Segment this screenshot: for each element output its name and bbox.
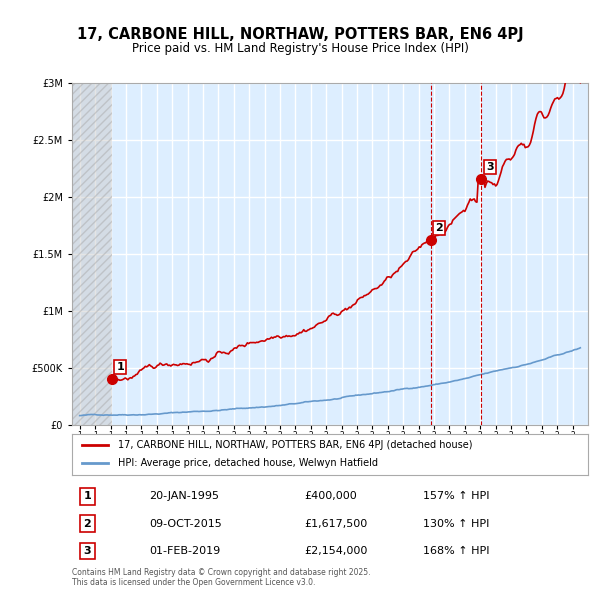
Text: 1
9
9
5: 1 9 9 5 [108, 431, 113, 471]
Text: 2
0
1
7: 2 0 1 7 [447, 431, 452, 471]
Text: 2
0
1
0: 2 0 1 0 [339, 431, 344, 471]
Text: Price paid vs. HM Land Registry's House Price Index (HPI): Price paid vs. HM Land Registry's House … [131, 42, 469, 55]
Text: 2
0
1
8: 2 0 1 8 [463, 431, 467, 471]
Text: 2: 2 [435, 223, 443, 233]
Text: 17, CARBONE HILL, NORTHAW, POTTERS BAR, EN6 4PJ: 17, CARBONE HILL, NORTHAW, POTTERS BAR, … [77, 27, 523, 41]
Text: 2
0
1
5: 2 0 1 5 [416, 431, 421, 471]
Text: 2
0
1
1: 2 0 1 1 [355, 431, 359, 471]
Text: 1: 1 [83, 491, 91, 502]
Text: 17, CARBONE HILL, NORTHAW, POTTERS BAR, EN6 4PJ (detached house): 17, CARBONE HILL, NORTHAW, POTTERS BAR, … [118, 440, 473, 450]
Text: 2
0
0
0: 2 0 0 0 [185, 431, 190, 471]
Text: 09-OCT-2015: 09-OCT-2015 [149, 519, 222, 529]
Text: Contains HM Land Registry data © Crown copyright and database right 2025.
This d: Contains HM Land Registry data © Crown c… [72, 568, 371, 587]
Text: 2
0
1
6: 2 0 1 6 [431, 431, 436, 471]
Text: £1,617,500: £1,617,500 [304, 519, 367, 529]
Text: 2
0
0
6: 2 0 0 6 [278, 431, 283, 471]
Text: 1
9
9
3: 1 9 9 3 [77, 431, 82, 471]
Text: 2
0
0
1: 2 0 0 1 [200, 431, 205, 471]
Text: 2
0
0
4: 2 0 0 4 [247, 431, 251, 471]
Text: £400,000: £400,000 [304, 491, 357, 502]
Text: 2
0
0
7: 2 0 0 7 [293, 431, 298, 471]
Text: 2
0
0
5: 2 0 0 5 [262, 431, 267, 471]
Text: HPI: Average price, detached house, Welwyn Hatfield: HPI: Average price, detached house, Welw… [118, 458, 379, 468]
Text: 168% ↑ HPI: 168% ↑ HPI [423, 546, 490, 556]
Text: 1
9
9
7: 1 9 9 7 [139, 431, 144, 471]
Text: 1
9
9
6: 1 9 9 6 [124, 431, 128, 471]
Text: 3: 3 [486, 162, 494, 172]
Text: 2
0
0
8: 2 0 0 8 [308, 431, 313, 471]
Bar [72, 83, 112, 425]
Text: 130% ↑ HPI: 130% ↑ HPI [423, 519, 489, 529]
Text: 2
0
0
3: 2 0 0 3 [231, 431, 236, 471]
Text: 157% ↑ HPI: 157% ↑ HPI [423, 491, 490, 502]
Text: 2
0
0
2: 2 0 0 2 [216, 431, 221, 471]
Text: 1
9
9
4: 1 9 9 4 [92, 431, 98, 471]
Text: 1: 1 [116, 362, 124, 372]
Text: 2
0
1
4: 2 0 1 4 [401, 431, 406, 471]
Text: 2
0
1
9: 2 0 1 9 [478, 431, 482, 471]
Text: 1
9
9
8: 1 9 9 8 [154, 431, 159, 471]
Text: 2
0
0
9: 2 0 0 9 [324, 431, 329, 471]
Text: 2
0
2
0: 2 0 2 0 [493, 431, 498, 471]
Text: 2
0
2
3: 2 0 2 3 [539, 431, 544, 471]
Text: 2
0
2
2: 2 0 2 2 [524, 431, 529, 471]
Text: 2
0
1
3: 2 0 1 3 [385, 431, 390, 471]
Text: 20-JAN-1995: 20-JAN-1995 [149, 491, 220, 502]
Text: 01-FEB-2019: 01-FEB-2019 [149, 546, 221, 556]
Text: 1
9
9
9: 1 9 9 9 [170, 431, 175, 471]
Text: £2,154,000: £2,154,000 [304, 546, 368, 556]
Text: 2
0
2
4: 2 0 2 4 [555, 431, 560, 471]
Text: 2
0
2
1: 2 0 2 1 [509, 431, 514, 471]
Text: 2
0
2
5: 2 0 2 5 [570, 431, 575, 471]
Text: 2
0
1
2: 2 0 1 2 [370, 431, 375, 471]
Text: 3: 3 [83, 546, 91, 556]
Text: 2: 2 [83, 519, 91, 529]
